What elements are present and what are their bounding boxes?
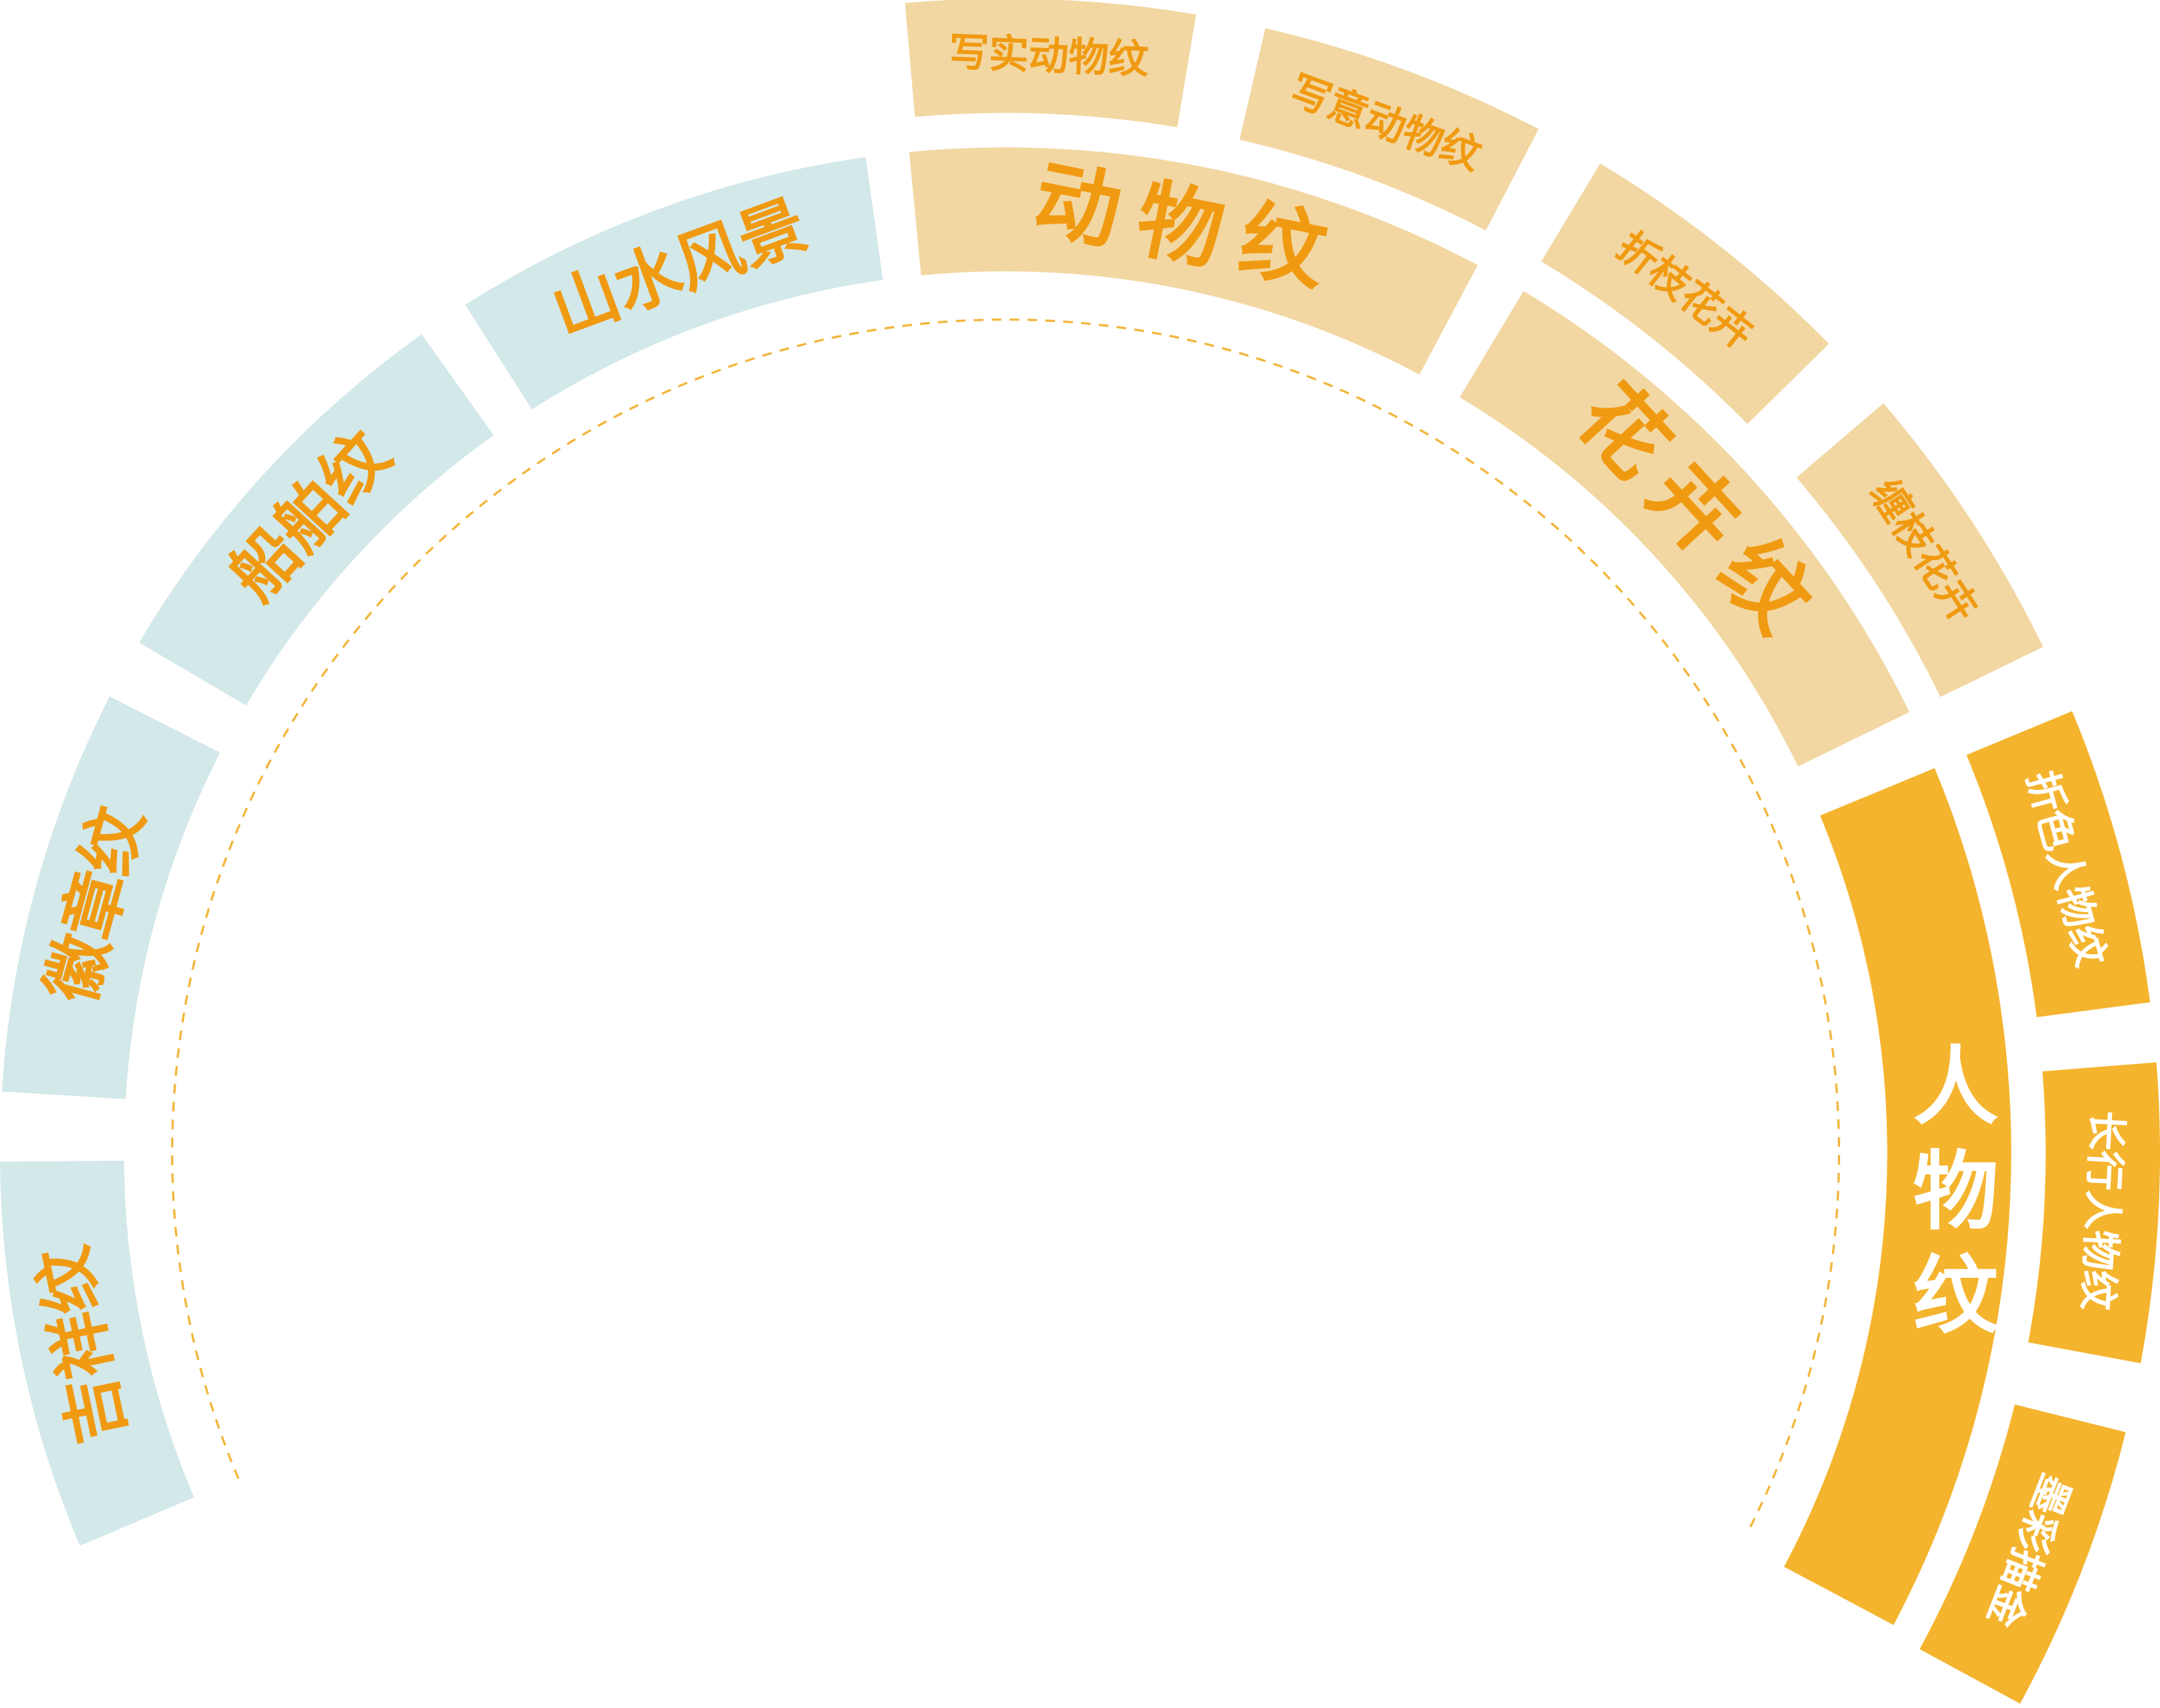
subcategory-segment (1919, 1404, 2126, 1704)
subcategory-segment (1796, 403, 2044, 697)
category-segment (2, 696, 221, 1099)
category-segment (909, 147, 1478, 375)
category-segment (465, 157, 883, 410)
segment-label: 写实动物纹 (948, 29, 1150, 83)
segment-label: 花卉纹 (1559, 366, 1845, 664)
segment-label: 人物纹 (1898, 1041, 1998, 1355)
subcategory-segment (2028, 1062, 2160, 1363)
segment-label: 长行人物纹 (2074, 1110, 2131, 1312)
category-segment (1784, 768, 2011, 1625)
subcategory-segment (1966, 711, 2150, 1017)
category-segment (1460, 291, 1910, 767)
subcategory-segment (1541, 163, 1830, 424)
guide-arc (170, 318, 1840, 1532)
category-segment (139, 334, 494, 706)
subcategory-segment (905, 0, 1197, 128)
category-segment (0, 1160, 194, 1546)
subcategory-segment (1240, 28, 1539, 230)
